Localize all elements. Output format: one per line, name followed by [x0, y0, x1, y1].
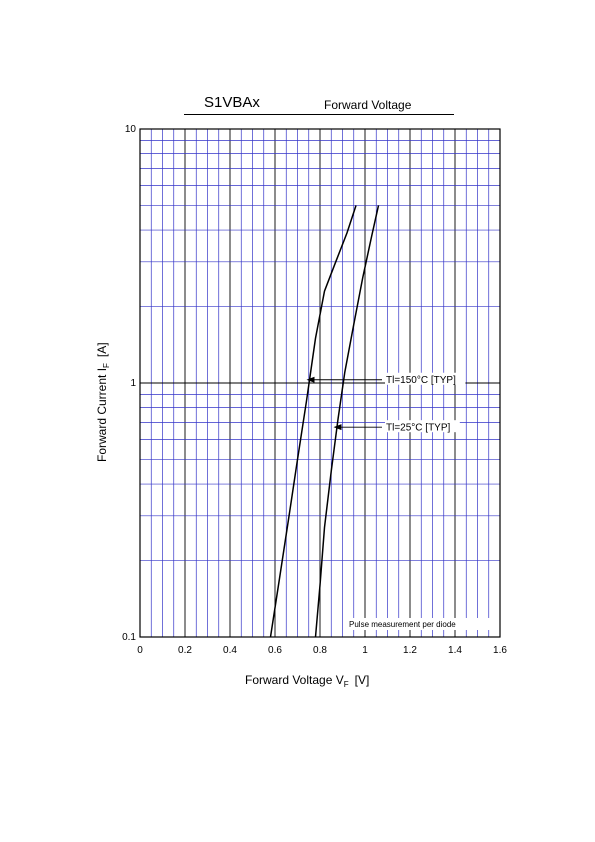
x-axis-label-sub: F: [344, 680, 349, 689]
x-axis-label-unit: [V]: [355, 673, 370, 687]
annotation-bg: [385, 372, 466, 385]
x-tick-label: 0.2: [178, 645, 192, 656]
y-axis-label-unit: [A]: [95, 342, 109, 357]
annotation-arrowhead: [333, 424, 342, 431]
x-axis-label-main: Forward Voltage V: [245, 673, 344, 687]
tick-layer: 0 0.2 0.4 0.6 0.8 1 1.2 1.4 1.6 0.1 1 10: [122, 124, 507, 656]
series-layer: [269, 205, 380, 638]
chart-subtitle: Forward Voltage: [324, 98, 412, 112]
annotation-tl-25c: Tl=25°C [TYP]: [386, 423, 451, 434]
pulse-note-bg: [346, 618, 493, 630]
x-tick-label: 0: [137, 645, 143, 656]
x-axis-label: Forward Voltage VF [V]: [245, 673, 369, 689]
title-block: S1VBAx Forward Voltage: [184, 94, 454, 115]
annotation-bg: [385, 420, 460, 433]
series-line-tl-25c: [314, 205, 380, 638]
x-tick-label: 1.4: [448, 645, 462, 656]
y-axis-label-main: Forward Current I: [95, 368, 109, 462]
annotation-tl-150c: Tl=150°C [TYP]: [386, 375, 456, 386]
y-tick-label: 0.1: [122, 632, 136, 643]
x-tick-label: 1: [362, 645, 368, 656]
annotation-layer: Tl=150°C [TYP] Tl=25°C [TYP]: [306, 372, 466, 434]
x-tick-label: 0.6: [268, 645, 282, 656]
pulse-note: Pulse measurement per diode: [349, 620, 456, 629]
series-line-tl-150c: [269, 205, 357, 638]
x-tick-label: 1.2: [403, 645, 417, 656]
y-tick-label: 10: [125, 124, 137, 135]
annotation-arrowhead: [306, 376, 315, 383]
x-tick-label: 1.6: [493, 645, 507, 656]
y-tick-label: 1: [130, 378, 136, 389]
chart-title: S1VBAx: [204, 94, 260, 111]
x-tick-label: 0.8: [313, 645, 327, 656]
plot-frame: [139, 128, 501, 638]
y-axis-label-sub: F: [102, 363, 111, 368]
x-tick-label: 0.4: [223, 645, 237, 656]
y-axis-label: Forward Current IF [A]: [95, 342, 111, 462]
